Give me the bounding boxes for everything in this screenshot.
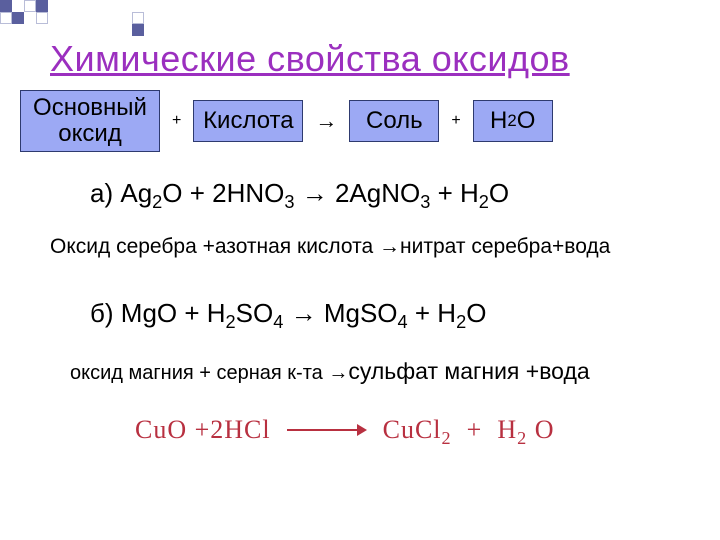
handw-cucl: CuCl [383, 415, 442, 444]
description-b: оксид магния + серная к-та →сульфат магн… [70, 358, 590, 385]
equation-b: б) MgO + H2SO4 → MgSO4 + H2O [90, 298, 486, 329]
h2o-o: О [517, 108, 536, 134]
scheme-box-salt: Соль [349, 100, 439, 142]
eq-b-formula: MgO + H2SO4 → MgSO4 + H2O [121, 298, 487, 328]
h2o-h: Н [490, 108, 507, 134]
arrow-icon [287, 423, 367, 437]
arrow-icon: → [315, 108, 337, 134]
handw-left: CuO +2HCl [135, 415, 271, 445]
desc-b-big: сульфат магния +вода [348, 358, 589, 384]
desc-b-small: оксид магния + серная к-та → [70, 362, 348, 384]
handw-sub1: 2 [442, 428, 452, 448]
scheme-box-basic-oxide: Основный оксид [20, 90, 160, 152]
corner-decoration [0, 0, 144, 36]
handw-plus: + [467, 415, 483, 444]
scheme-box-water: Н2О [473, 100, 553, 142]
plus-icon: + [451, 112, 460, 130]
handw-o: O [535, 415, 555, 444]
equation-a: а) Ag2O + 2HNO3 → 2AgNO3 + H2O [90, 178, 509, 209]
handw-sub2: 2 [517, 428, 527, 448]
scheme-box-acid: Кислота [193, 100, 303, 142]
handw-right: CuCl2 + H2 O [383, 415, 555, 445]
handw-h: H [497, 415, 517, 444]
reaction-scheme: Основный оксид + Кислота → Соль + Н2О [20, 90, 553, 152]
eq-b-label: б) [90, 298, 114, 328]
box1-line1: Основный [33, 95, 147, 121]
eq-a-formula: Ag2O + 2HNO3 → 2AgNO3 + H2O [120, 178, 509, 208]
slide-title: Химические свойства оксидов [50, 38, 570, 80]
box1-line2: оксид [58, 121, 122, 147]
handwritten-equation: CuO +2HCl CuCl2 + H2 O [135, 415, 554, 445]
eq-a-label: а) [90, 178, 113, 208]
plus-icon: + [172, 112, 181, 130]
description-a: Оксид серебра +азотная кислота →нитрат с… [50, 235, 610, 259]
